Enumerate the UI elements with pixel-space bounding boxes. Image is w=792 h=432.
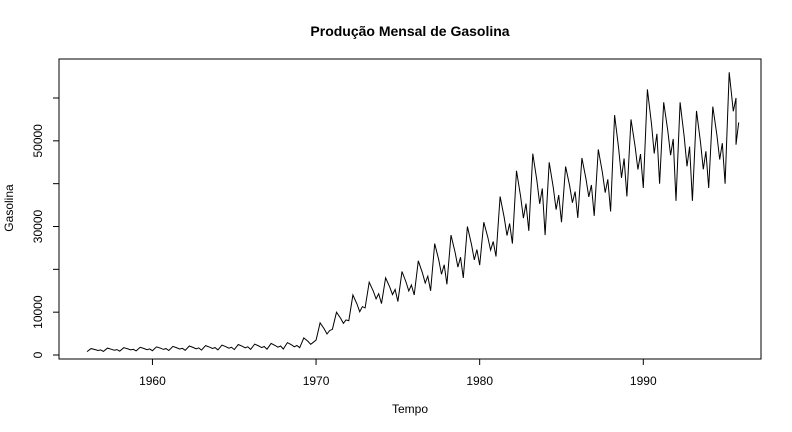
chart-title: Produção Mensal de Gasolina bbox=[310, 23, 509, 39]
x-axis-label: Tempo bbox=[392, 402, 428, 416]
y-tick-label: 0 bbox=[31, 351, 45, 358]
x-tick-label: 1970 bbox=[303, 374, 330, 388]
y-tick-label: 30000 bbox=[31, 209, 45, 243]
x-tick-label: 1980 bbox=[466, 374, 493, 388]
y-tick-label: 10000 bbox=[31, 295, 45, 329]
x-tick-label: 1990 bbox=[630, 374, 657, 388]
x-axis: 1960 1970 1980 1990 bbox=[139, 358, 657, 388]
y-axis-label: Gasolina bbox=[2, 184, 16, 232]
y-tick-label: 50000 bbox=[31, 124, 45, 158]
plot-frame bbox=[58, 58, 762, 360]
y-axis: 0 10000 30000 50000 bbox=[31, 97, 60, 358]
series-line-gasolina bbox=[86, 72, 740, 353]
x-tick-label: 1960 bbox=[139, 374, 166, 388]
